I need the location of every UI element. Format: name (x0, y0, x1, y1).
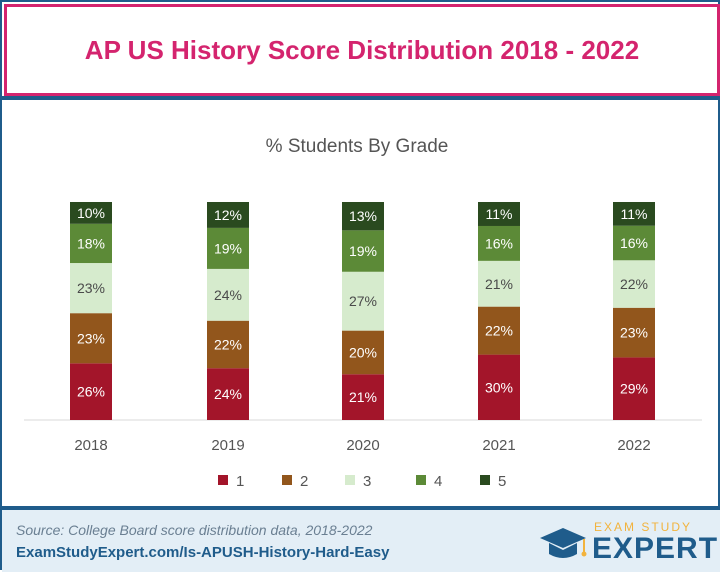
data-label: 13% (349, 208, 377, 224)
source-url[interactable]: ExamStudyExpert.com/Is-APUSH-History-Har… (16, 544, 390, 561)
brand-logo[interactable]: EXAM STUDY EXPERT (538, 518, 717, 568)
legend-swatch (345, 475, 355, 485)
x-tick-label: 2021 (482, 437, 515, 454)
bar-segment-2020-grade-3 (342, 271, 384, 331)
bar-segment-2020-grade-2 (342, 330, 384, 375)
data-label: 10% (77, 205, 105, 221)
bar-segment-2018-grade-5 (70, 202, 112, 224)
bar-segment-2022-grade-2 (613, 307, 655, 358)
data-label: 16% (485, 235, 513, 251)
data-label: 22% (485, 323, 513, 339)
bar-segment-2022-grade-5 (613, 202, 655, 226)
legend-swatch (218, 475, 228, 485)
legend-item-2[interactable]: 2 (282, 473, 308, 490)
bar-segment-2019-grade-4 (207, 227, 249, 269)
chart-area: % Students By Grade 26% 23% 23% 18% 10% 24% 22… (2, 100, 720, 506)
data-label: 21% (349, 389, 377, 405)
data-label: 29% (620, 381, 648, 397)
legend-swatch (282, 475, 292, 485)
x-tick-label: 2019 (211, 437, 244, 454)
data-label: 19% (214, 240, 242, 256)
bar-segment-2019-grade-1 (207, 368, 249, 420)
bar-segment-2021-grade-1 (478, 354, 520, 420)
bar-segment-2018-grade-3 (70, 263, 112, 314)
data-label: 16% (620, 235, 648, 251)
source-note: Source: College Board score distribution… (16, 522, 373, 538)
legend-label: 2 (300, 473, 308, 490)
header-banner: AP US History Score Distribution 2018 - … (4, 4, 720, 96)
x-tick-label: 2022 (617, 437, 650, 454)
data-label: 23% (620, 325, 648, 341)
legend-item-3[interactable]: 3 (345, 473, 371, 490)
logo-wordmark: EXPERT (592, 532, 719, 565)
bar-segment-2022-grade-4 (613, 225, 655, 261)
bar-segment-2022-grade-1 (613, 357, 655, 420)
stacked-bar-chart: % Students By Grade 26%23%23%18%10%24%22… (24, 136, 702, 490)
header-divider (2, 96, 720, 100)
data-label: 22% (214, 336, 242, 352)
x-tick-label: 2018 (74, 437, 107, 454)
data-label: 23% (77, 280, 105, 296)
data-label: 12% (214, 207, 242, 223)
bar-segment-2020-grade-4 (342, 230, 384, 272)
legend-swatch (416, 475, 426, 485)
x-tick-label: 2020 (346, 437, 379, 454)
data-label: 27% (349, 293, 377, 309)
legend-label: 5 (498, 473, 506, 490)
data-label: 18% (77, 235, 105, 251)
data-label: 23% (77, 330, 105, 346)
legend-item-5[interactable]: 5 (480, 473, 506, 490)
legend-item-1[interactable]: 1 (218, 473, 244, 490)
legend-item-4[interactable]: 4 (416, 473, 442, 490)
legend-swatch (480, 475, 490, 485)
data-label: 11% (621, 206, 648, 222)
data-label: 24% (214, 287, 242, 303)
data-label: 19% (349, 243, 377, 259)
legend-label: 1 (236, 473, 244, 490)
bar-segment-2019-grade-3 (207, 268, 249, 321)
data-label: 24% (214, 386, 242, 402)
bar-segment-2019-grade-5 (207, 202, 249, 228)
page-title: AP US History Score Distribution 2018 - … (84, 34, 640, 65)
bar-segment-2019-grade-2 (207, 320, 249, 369)
bar-segment-2021-grade-4 (478, 225, 520, 261)
bar-segment-2021-grade-3 (478, 260, 520, 307)
bar-segment-2020-grade-1 (342, 374, 384, 420)
data-label: 21% (485, 276, 513, 292)
bar-segment-2018-grade-2 (70, 313, 112, 364)
legend-label: 4 (434, 473, 442, 490)
bar-segment-2018-grade-4 (70, 223, 112, 264)
legend-label: 3 (363, 473, 371, 490)
data-label: 11% (486, 206, 513, 222)
chart-title: % Students By Grade (266, 136, 449, 157)
data-label: 26% (77, 384, 105, 400)
data-label: 20% (349, 344, 377, 360)
bar-segment-2018-grade-1 (70, 363, 112, 420)
bar-segment-2022-grade-3 (613, 260, 655, 308)
data-label: 22% (620, 276, 648, 292)
data-label: 30% (485, 379, 513, 395)
footer: Source: College Board score distribution… (2, 506, 720, 572)
bar-segment-2021-grade-2 (478, 306, 520, 355)
logo-tagline: EXAM STUDY (594, 520, 693, 534)
graduation-cap-icon (540, 528, 587, 558)
bar-segment-2020-grade-5 (342, 202, 384, 231)
bar-segment-2021-grade-5 (478, 202, 520, 226)
